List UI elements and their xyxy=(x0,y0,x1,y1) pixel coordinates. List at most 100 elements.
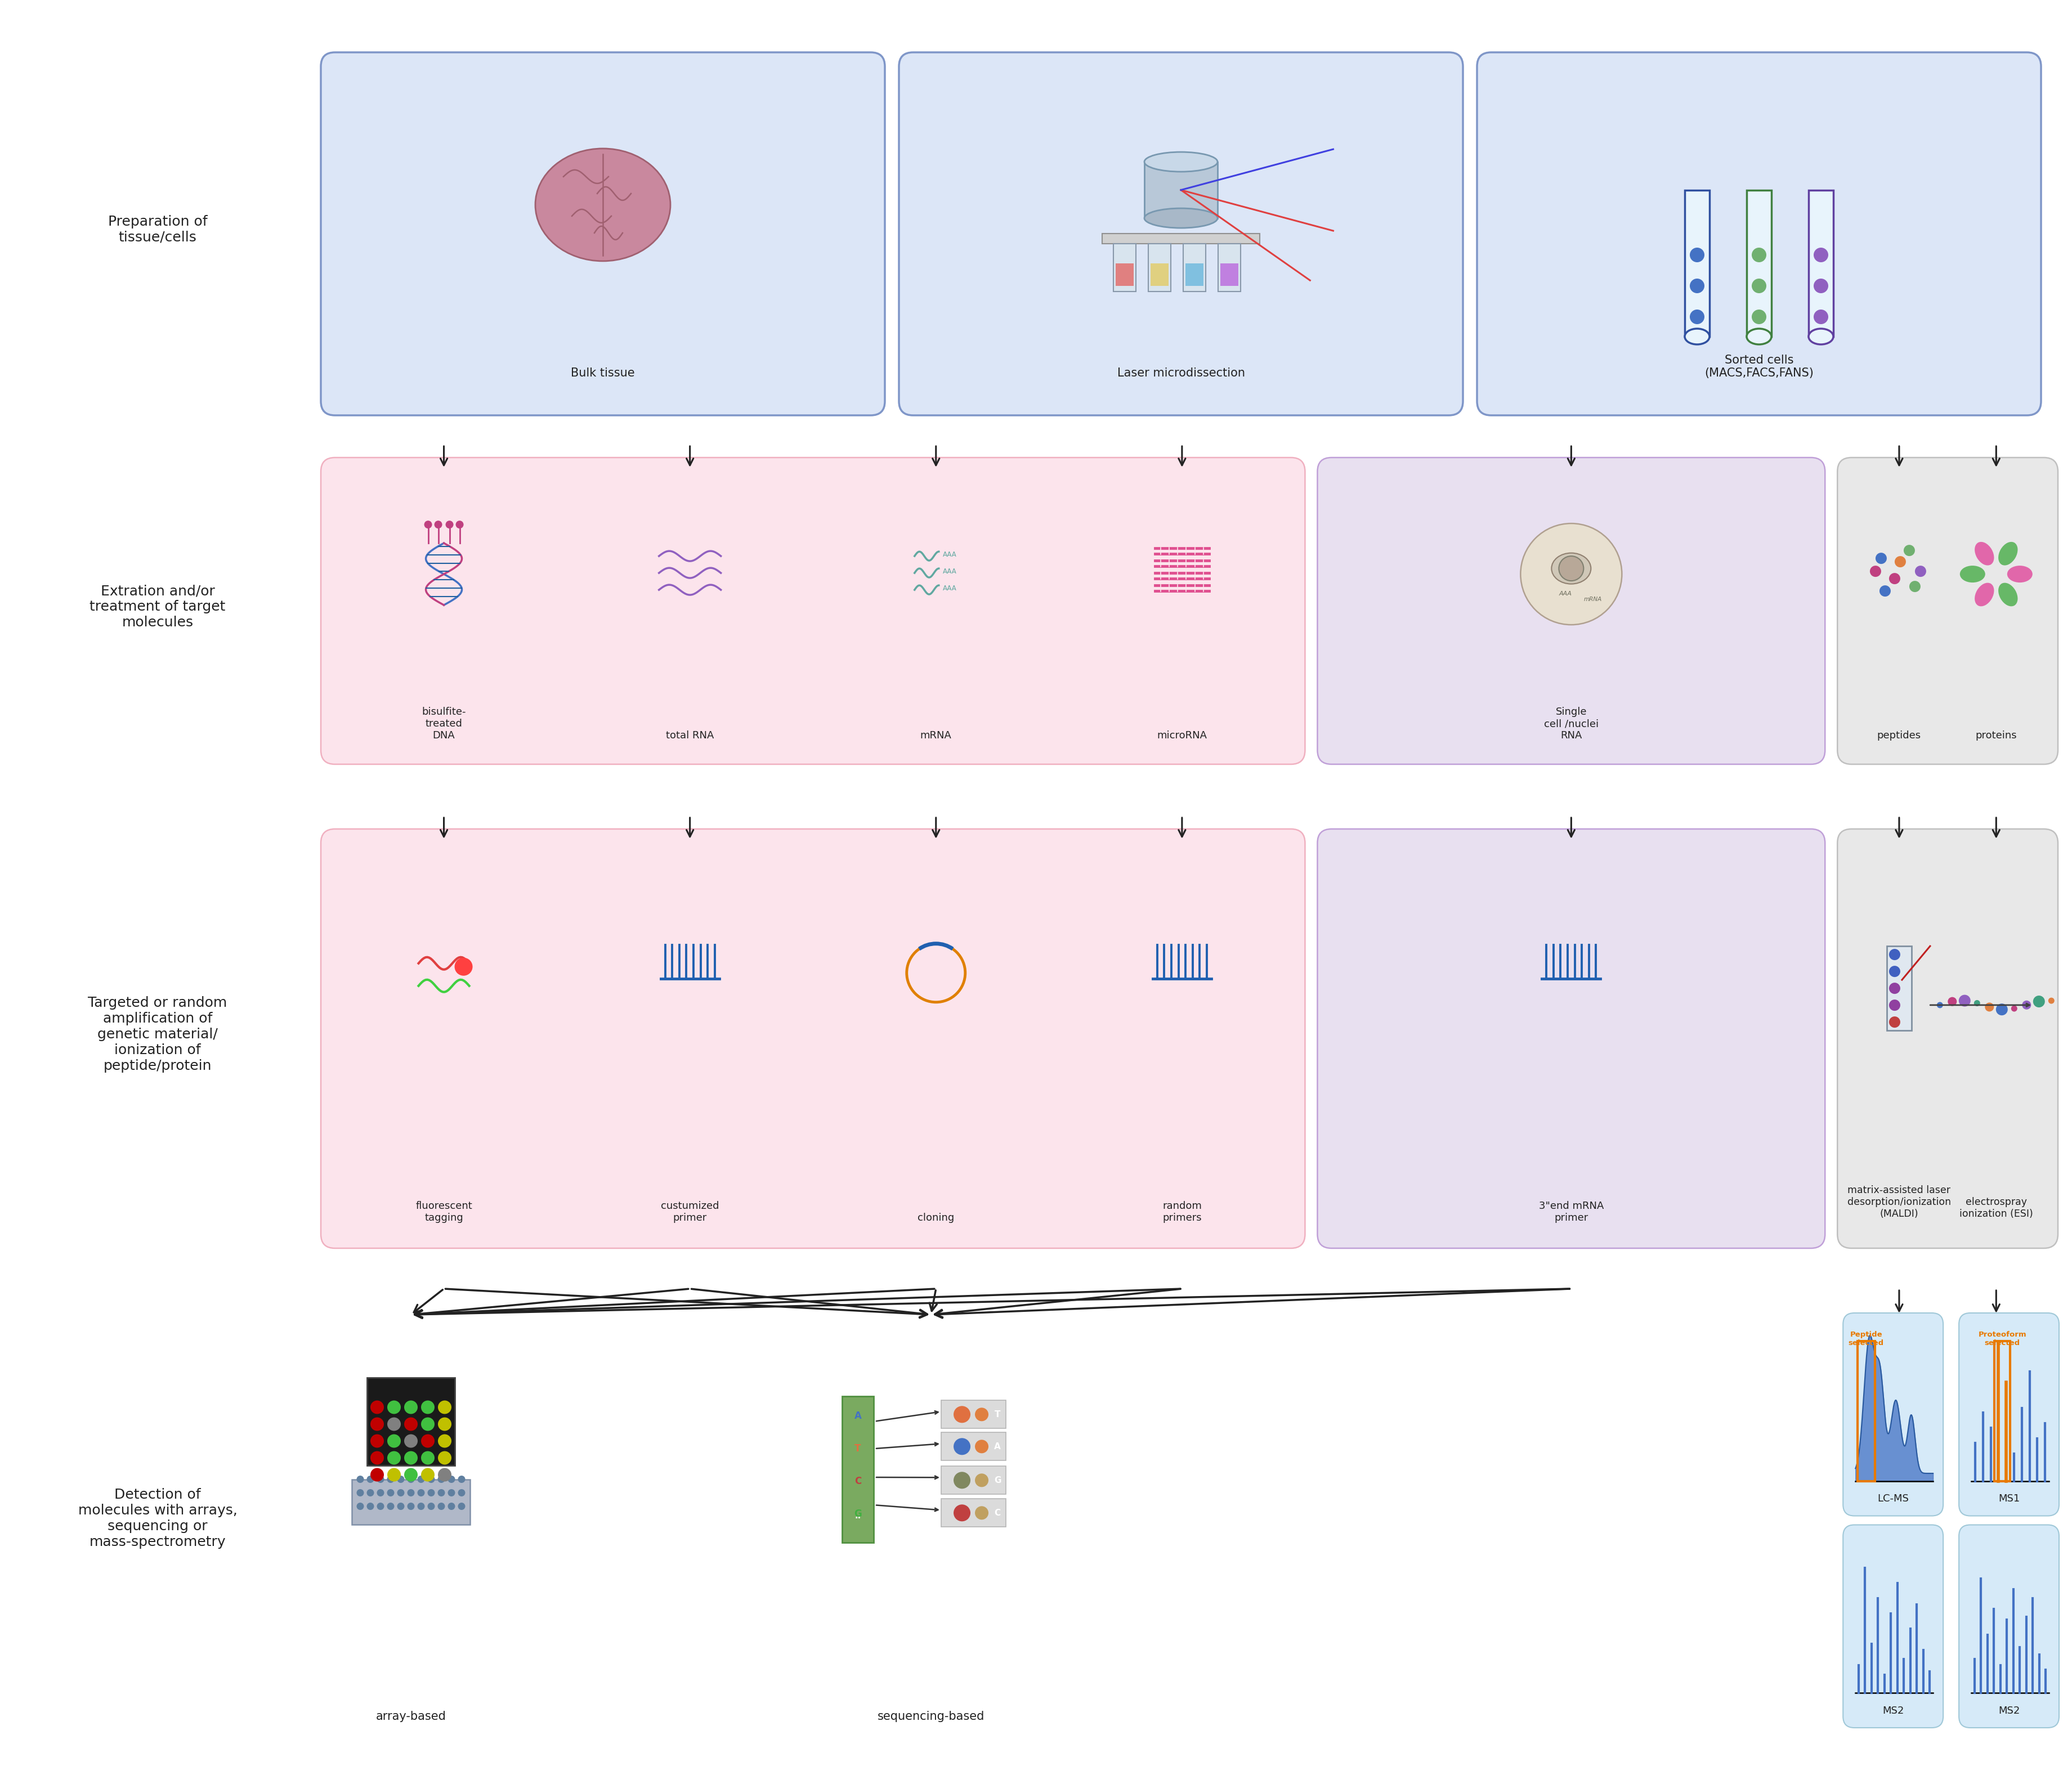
Circle shape xyxy=(371,1434,383,1448)
Circle shape xyxy=(421,1418,435,1430)
Text: AAA: AAA xyxy=(943,551,957,558)
Circle shape xyxy=(404,1434,419,1448)
Circle shape xyxy=(387,1400,400,1415)
Circle shape xyxy=(421,1468,435,1482)
Circle shape xyxy=(458,1476,466,1483)
Circle shape xyxy=(387,1503,394,1510)
Text: T: T xyxy=(854,1443,862,1453)
Bar xyxy=(1144,162,1218,219)
FancyBboxPatch shape xyxy=(1838,828,2057,1249)
Circle shape xyxy=(1751,247,1765,263)
Ellipse shape xyxy=(1144,208,1218,228)
Circle shape xyxy=(448,1489,456,1496)
Circle shape xyxy=(408,1503,414,1510)
Ellipse shape xyxy=(1997,542,2018,565)
Bar xyxy=(1183,244,1206,291)
Text: array-based: array-based xyxy=(375,1711,445,1722)
Text: 3"end mRNA
primer: 3"end mRNA primer xyxy=(1539,1201,1604,1222)
Circle shape xyxy=(976,1408,988,1422)
Text: custumized
primer: custumized primer xyxy=(661,1201,719,1222)
Ellipse shape xyxy=(1809,328,1834,344)
Ellipse shape xyxy=(1747,328,1772,344)
Circle shape xyxy=(377,1476,383,1483)
Ellipse shape xyxy=(2008,565,2033,583)
Circle shape xyxy=(2033,996,2045,1007)
Ellipse shape xyxy=(1144,152,1218,171)
FancyBboxPatch shape xyxy=(1838,457,2057,765)
Circle shape xyxy=(445,521,454,528)
Circle shape xyxy=(408,1489,414,1496)
Circle shape xyxy=(404,1468,419,1482)
Circle shape xyxy=(1890,1017,1900,1028)
Text: peptides: peptides xyxy=(1877,731,1921,740)
Text: Proteoform
selected: Proteoform selected xyxy=(1979,1332,2026,1347)
Circle shape xyxy=(1908,581,1921,592)
Text: G: G xyxy=(995,1476,1001,1485)
Bar xyxy=(941,1499,1005,1528)
Circle shape xyxy=(404,1418,419,1430)
FancyBboxPatch shape xyxy=(1318,828,1825,1249)
Circle shape xyxy=(408,1476,414,1483)
Circle shape xyxy=(387,1452,400,1464)
Text: Detection of
molecules with arrays,
sequencing or
mass-spectrometry: Detection of molecules with arrays, sequ… xyxy=(79,1489,236,1549)
Text: Peptide
selected: Peptide selected xyxy=(1848,1332,1883,1347)
Text: ..: .. xyxy=(854,1512,862,1521)
Circle shape xyxy=(387,1434,400,1448)
Text: MS2: MS2 xyxy=(1997,1706,2020,1717)
FancyBboxPatch shape xyxy=(1958,1524,2060,1727)
Circle shape xyxy=(1875,553,1888,563)
Text: mRNA: mRNA xyxy=(920,731,951,740)
Circle shape xyxy=(437,1452,452,1464)
Circle shape xyxy=(437,1434,452,1448)
Bar xyxy=(1150,263,1169,286)
Circle shape xyxy=(2049,998,2055,1003)
Text: C: C xyxy=(995,1508,1001,1517)
Bar xyxy=(1888,947,1912,1031)
Text: MS2: MS2 xyxy=(1881,1706,1904,1717)
Circle shape xyxy=(427,1503,435,1510)
FancyBboxPatch shape xyxy=(1842,1312,1944,1515)
Circle shape xyxy=(976,1439,988,1453)
Circle shape xyxy=(367,1503,375,1510)
Circle shape xyxy=(437,1468,452,1482)
Circle shape xyxy=(377,1503,383,1510)
Circle shape xyxy=(404,1400,419,1415)
Circle shape xyxy=(1813,247,1828,263)
Circle shape xyxy=(1691,247,1705,263)
Bar xyxy=(1995,1340,2010,1482)
Circle shape xyxy=(1521,523,1622,625)
Text: random
primers: random primers xyxy=(1162,1201,1202,1222)
Text: fluorescent
tagging: fluorescent tagging xyxy=(416,1201,472,1222)
Bar xyxy=(1220,263,1239,286)
Circle shape xyxy=(416,1503,425,1510)
Text: Extration and/or
treatment of target
molecules: Extration and/or treatment of target mol… xyxy=(89,585,226,629)
Circle shape xyxy=(387,1468,400,1482)
Circle shape xyxy=(953,1505,970,1521)
Circle shape xyxy=(416,1476,425,1483)
Circle shape xyxy=(427,1489,435,1496)
Circle shape xyxy=(404,1452,419,1464)
Circle shape xyxy=(437,1489,445,1496)
Circle shape xyxy=(1890,572,1900,585)
Circle shape xyxy=(1890,966,1900,977)
Circle shape xyxy=(437,1476,445,1483)
Circle shape xyxy=(2022,1001,2031,1010)
Circle shape xyxy=(448,1503,456,1510)
Circle shape xyxy=(1879,585,1892,597)
Bar xyxy=(1113,244,1135,291)
Circle shape xyxy=(371,1452,383,1464)
Text: proteins: proteins xyxy=(1975,731,2016,740)
Text: A: A xyxy=(854,1411,862,1422)
Circle shape xyxy=(1751,309,1765,325)
Circle shape xyxy=(437,1503,445,1510)
Circle shape xyxy=(356,1476,365,1483)
Circle shape xyxy=(398,1503,404,1510)
Circle shape xyxy=(371,1400,383,1415)
Circle shape xyxy=(427,1476,435,1483)
Bar xyxy=(941,1432,1005,1460)
Circle shape xyxy=(435,521,441,528)
Text: matrix-assisted laser
desorption/ionization
(MALDI): matrix-assisted laser desorption/ionizat… xyxy=(1848,1185,1952,1219)
Circle shape xyxy=(1958,994,1970,1007)
Ellipse shape xyxy=(1552,553,1591,585)
Circle shape xyxy=(1904,546,1915,556)
